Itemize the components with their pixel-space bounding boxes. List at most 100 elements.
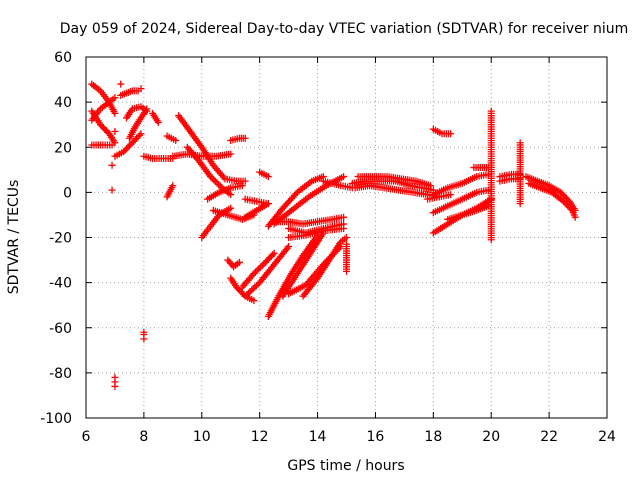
series-arc-ay [516, 139, 524, 208]
series-arc-ab [264, 173, 327, 230]
data-point [111, 94, 119, 102]
series-arc-w [241, 195, 272, 208]
data-point [241, 134, 249, 142]
series-pt-c [140, 328, 148, 343]
series-arc-ai [285, 224, 348, 241]
data-point [426, 182, 434, 190]
data-point [111, 127, 119, 135]
axes: 6 8 10 12 14 16 18 20 22 24 -100 -80 -60 -40 -20 0 20 40 6… [40, 50, 616, 445]
data-point [487, 236, 495, 244]
x-tick-label: 22 [540, 429, 558, 445]
x-tick-label: 8 [139, 429, 148, 445]
series-arc-i [140, 152, 177, 163]
data-point [108, 141, 116, 149]
data-point [213, 179, 221, 187]
y-tick-label: -60 [49, 321, 72, 337]
series-arc-ax [496, 175, 524, 185]
series-arc-j [149, 109, 162, 126]
data-point [283, 244, 291, 252]
data-point [143, 105, 151, 113]
data-point [249, 285, 257, 293]
data-point [111, 382, 119, 390]
data-point [208, 174, 216, 182]
data-point [251, 283, 259, 291]
series-arc-ag [270, 173, 348, 228]
series-arc-aq [429, 170, 492, 199]
x-axis-label: GPS time / hours [287, 458, 404, 474]
series-pt-b [111, 373, 119, 390]
series-arc-h [125, 105, 151, 142]
x-tick-label: 18 [424, 429, 442, 445]
series-arc-m [175, 112, 249, 185]
series-arc-ar [429, 186, 492, 217]
series-arc-l [163, 182, 177, 201]
data-point [246, 288, 254, 296]
y-tick-label: -80 [49, 366, 72, 382]
data-point [137, 85, 145, 93]
data-point [238, 182, 246, 190]
data-point [285, 243, 293, 251]
data-point [215, 181, 223, 189]
series-arc-x [256, 168, 272, 181]
y-tick-label: 20 [54, 140, 72, 156]
series-arc-c [88, 107, 119, 147]
x-tick-label: 20 [482, 429, 500, 445]
x-tick-label: 12 [251, 429, 269, 445]
data-point [571, 213, 579, 221]
series-arc-k [163, 132, 180, 144]
data-point [227, 191, 235, 199]
series-arc-ba [525, 179, 579, 221]
data-point [172, 136, 180, 144]
series-arc-y [241, 243, 293, 300]
series-arc-ac [279, 229, 327, 300]
data-point [340, 213, 348, 221]
series-arc-aa [264, 231, 322, 320]
data-point [117, 80, 125, 88]
y-tick-label: 0 [63, 185, 72, 201]
data-point [252, 268, 260, 276]
y-tick-label: -40 [49, 276, 72, 292]
data-point [269, 251, 277, 259]
data-point [343, 267, 350, 275]
data-point [447, 191, 455, 199]
data-point [241, 292, 249, 300]
series-arc-av [487, 107, 495, 244]
chart-title: Day 059 of 2024, Sidereal Day-to-day VTE… [60, 21, 629, 37]
series-arc-t [224, 256, 243, 271]
y-tick-label: 60 [54, 50, 72, 66]
data-point [447, 130, 455, 138]
series-arc-r [209, 206, 258, 223]
series-arc-e [117, 87, 142, 99]
series-arc-an [351, 182, 443, 201]
data-point [154, 118, 162, 126]
y-tick-label: -20 [49, 231, 72, 247]
data-point [260, 260, 268, 268]
data-point [108, 161, 116, 169]
data-point [169, 182, 177, 190]
x-tick-label: 10 [193, 429, 211, 445]
data-point [248, 286, 256, 294]
series-arc-at [444, 202, 492, 223]
series-arc-aw [496, 170, 524, 181]
y-tick-label: -100 [40, 411, 72, 427]
data-point [258, 262, 266, 270]
series-arc-z [238, 249, 278, 291]
data-point [111, 109, 119, 117]
data-point [256, 263, 264, 271]
data-point [227, 150, 235, 158]
series-arc-d [88, 141, 116, 149]
x-tick-label: 16 [367, 429, 385, 445]
series-arc-ap [429, 125, 455, 138]
data-point [340, 173, 348, 181]
data-point [206, 173, 214, 181]
data-point [250, 270, 258, 278]
y-axis-label: SDTVAR / TECUs [6, 180, 22, 295]
data-point [567, 205, 575, 213]
series-arc-ak [343, 240, 350, 275]
data-point [235, 258, 243, 266]
data-point [244, 289, 252, 297]
series-arc-q [204, 182, 246, 203]
data-point [270, 249, 278, 257]
data-point [227, 204, 235, 212]
